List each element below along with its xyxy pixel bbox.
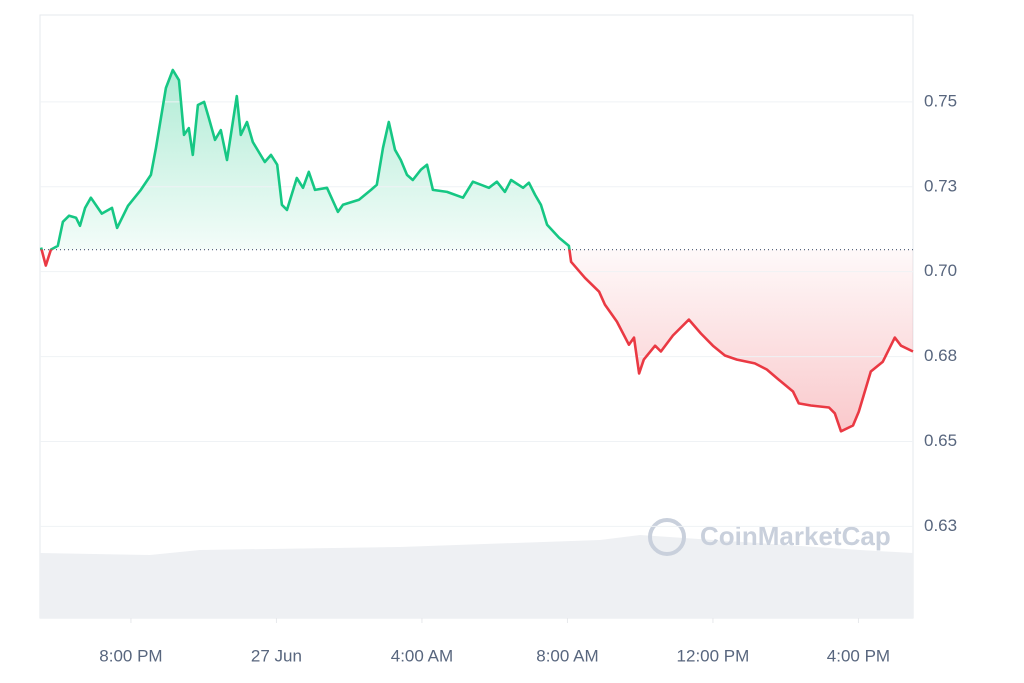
x-tick-label: 4:00 PM — [827, 646, 890, 665]
y-tick-label: 0.70 — [924, 261, 957, 280]
y-tick-label: 0.73 — [924, 176, 957, 195]
area-fill — [41, 70, 914, 432]
watermark-text: CoinMarketCap — [700, 521, 891, 551]
x-tick-label: 27 Jun — [251, 646, 302, 665]
y-tick-label: 0.65 — [924, 431, 957, 450]
x-tick-label: 8:00 AM — [536, 646, 598, 665]
y-tick-label: 0.63 — [924, 516, 957, 535]
y-tick-label: 0.75 — [924, 91, 957, 110]
price-line — [39, 68, 914, 433]
y-tick-label: 0.68 — [924, 346, 957, 365]
x-tick-label: 12:00 PM — [677, 646, 750, 665]
x-tick-label: 8:00 PM — [99, 646, 162, 665]
volume-area — [40, 535, 913, 618]
x-tick-label: 4:00 AM — [391, 646, 453, 665]
